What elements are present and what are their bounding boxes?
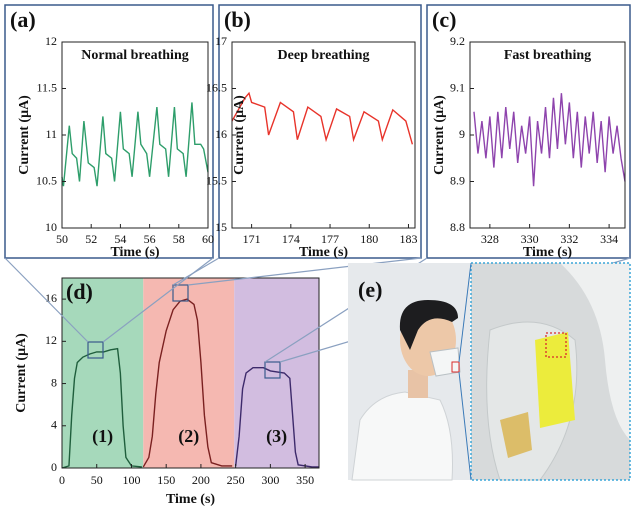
photo-person: (e) (348, 263, 470, 481)
y-tick-label: 11 (45, 127, 57, 141)
x-tick-label: 58 (173, 232, 185, 246)
x-tick-label: 60 (202, 232, 214, 246)
panel-frame (218, 4, 422, 259)
x-tick-label: 177 (321, 232, 339, 246)
y-tick-label: 10.5 (36, 173, 57, 187)
shaded-region (234, 278, 319, 468)
connector (4, 257, 89, 343)
x-tick-label: 150 (157, 473, 175, 487)
panel-label: (a) (10, 7, 36, 32)
data-line (61, 102, 209, 187)
x-tick-label: 180 (360, 232, 378, 246)
y-tick-label: 11.5 (36, 80, 57, 94)
x-tick-label: 174 (282, 232, 300, 246)
y-tick-label: 9.1 (450, 80, 465, 94)
region-label: (3) (266, 426, 287, 447)
y-tick-label: 15 (215, 220, 227, 234)
y-tick-label: 0 (51, 460, 57, 474)
panel-label: (b) (224, 7, 251, 32)
x-tick-label: 300 (261, 473, 279, 487)
hair (399, 300, 458, 350)
panel-frame (426, 4, 631, 259)
y-tick-label: 10 (45, 220, 57, 234)
chart-title: Fast breathing (504, 48, 591, 63)
data-line (61, 347, 142, 469)
x-axis-title: Time (s) (299, 245, 348, 260)
y-tick-label: 16 (215, 127, 227, 141)
data-line (234, 367, 319, 468)
y-tick-label: 9 (459, 127, 465, 141)
connector (458, 262, 472, 363)
neck (408, 370, 428, 398)
chart-title: Deep breathing (278, 48, 370, 63)
zoom-box (264, 361, 281, 379)
plot-frame (231, 41, 416, 229)
y-tick-label: 8.9 (450, 173, 465, 187)
connector (187, 257, 422, 286)
tube (560, 263, 630, 440)
y-tick-label: 12 (45, 34, 57, 48)
plot-frame (61, 277, 320, 469)
x-tick-label: 100 (122, 473, 140, 487)
photo-closeup (458, 262, 631, 481)
charts: 50 52 54 56 58 60 10 10.5 11 11.5 12 Time (s) Curren… (10, 7, 626, 507)
x-tick-label: 334 (600, 232, 618, 246)
region-label: (1) (92, 426, 113, 447)
y-tick-label: 12 (45, 333, 57, 347)
sensor-marker (545, 332, 567, 358)
x-tick-label: 200 (192, 473, 210, 487)
y-tick-label: 8.8 (450, 220, 465, 234)
panel-label: (e) (358, 277, 382, 302)
x-axis-title: Time (s) (110, 245, 159, 260)
tape (500, 412, 532, 458)
panel-label: (c) (432, 7, 456, 32)
plot-frame (61, 41, 209, 229)
x-tick-label: 50 (56, 232, 68, 246)
y-tick-label: 16.5 (206, 80, 227, 94)
chart-title: Normal breathing (81, 48, 188, 63)
x-tick-label: 330 (521, 232, 539, 246)
x-tick-label: 56 (144, 232, 156, 246)
zoom-box (172, 284, 189, 302)
panel-label: (d) (66, 279, 93, 304)
connector (172, 257, 220, 286)
data-line (473, 93, 626, 187)
x-tick-label: 328 (481, 232, 499, 246)
x-tick-label: 50 (91, 473, 103, 487)
y-tick-label: 16 (45, 291, 57, 305)
y-axis-title: Current (μA) (232, 95, 247, 175)
lab-coat (351, 391, 453, 481)
data-line (142, 298, 233, 468)
y-axis-title: Current (μA) (432, 95, 447, 175)
x-tick-label: 183 (399, 232, 417, 246)
x-tick-label: 332 (560, 232, 578, 246)
y-axis-title: Current (μA) (14, 333, 29, 413)
x-tick-label: 0 (59, 473, 65, 487)
zoom-box (87, 341, 104, 359)
x-tick-label: 250 (227, 473, 245, 487)
y-tick-label: 15.5 (206, 173, 227, 187)
sensor (535, 332, 575, 428)
x-tick-label: 54 (114, 232, 126, 246)
region-label: (2) (178, 426, 199, 447)
data-line (231, 91, 414, 145)
connector (458, 371, 472, 481)
x-tick-label: 171 (243, 232, 261, 246)
x-axis-title: Time (s) (166, 492, 215, 507)
x-tick-label: 350 (296, 473, 314, 487)
y-axis-title: Current (μA) (17, 95, 32, 175)
y-tick-label: 8 (51, 375, 57, 389)
panel-frame (4, 4, 214, 259)
x-axis-title: Time (s) (523, 245, 572, 260)
y-tick-label: 9.2 (450, 34, 465, 48)
x-tick-label: 52 (85, 232, 97, 246)
y-tick-label: 17 (215, 34, 227, 48)
y-tick-label: 4 (51, 418, 57, 432)
sensor-marker (451, 361, 460, 373)
